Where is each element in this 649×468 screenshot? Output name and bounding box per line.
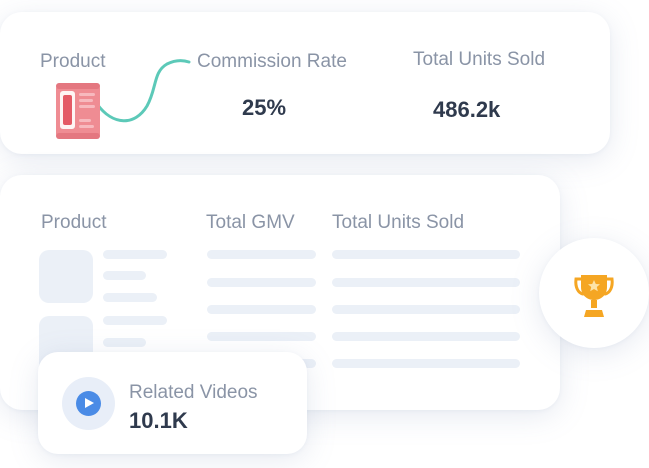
trophy-icon (574, 275, 614, 317)
product-can-image (56, 83, 100, 139)
play-icon-container (62, 377, 115, 430)
product-thumbnail-placeholder (39, 250, 93, 303)
product-label: Product (40, 51, 106, 72)
skeleton-line (207, 278, 316, 287)
skeleton-line (207, 332, 316, 341)
column-header-product: Product (41, 212, 107, 233)
trophy-badge (539, 238, 649, 348)
product-summary-card: Product Commission Rate 25% Total Units … (0, 12, 610, 154)
commission-rate-value: 25% (242, 95, 287, 120)
skeleton-line (332, 359, 520, 368)
skeleton-line (103, 271, 146, 280)
skeleton-line (332, 332, 520, 341)
related-videos-card: Related Videos 10.1K (38, 352, 307, 454)
skeleton-line (207, 250, 316, 259)
column-header-total-units-sold: Total Units Sold (332, 212, 465, 233)
related-videos-value: 10.1K (129, 408, 188, 433)
skeleton-line (332, 250, 520, 259)
skeleton-line (332, 278, 520, 287)
commission-rate-label: Commission Rate (197, 51, 347, 72)
skeleton-line (207, 305, 316, 314)
skeleton-line (103, 293, 157, 302)
skeleton-line (103, 338, 146, 347)
skeleton-line (332, 305, 520, 314)
connector-curve (95, 59, 191, 123)
total-units-sold-label: Total Units Sold (413, 49, 546, 70)
total-units-sold-value: 486.2k (433, 97, 501, 122)
skeleton-line (103, 250, 167, 259)
column-header-total-gmv: Total GMV (206, 212, 295, 233)
related-videos-label: Related Videos (129, 382, 258, 403)
play-icon (76, 391, 101, 416)
skeleton-line (103, 316, 167, 325)
